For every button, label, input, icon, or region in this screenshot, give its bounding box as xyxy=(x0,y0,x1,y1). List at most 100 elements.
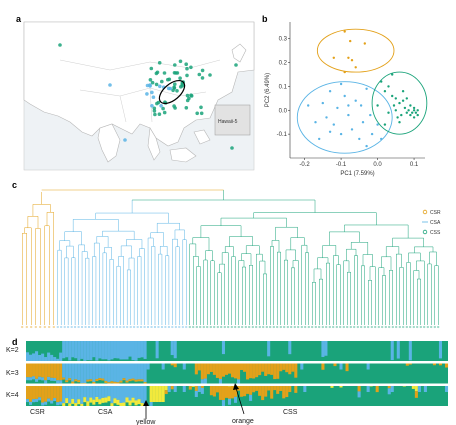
structure-bar-segment xyxy=(324,341,328,356)
structure-bar-segment xyxy=(77,363,81,381)
structure-bar-segment xyxy=(155,386,159,402)
structure-bar-segment xyxy=(197,386,201,392)
panel-b-pca: b -0.2 -0.1 0.0 0.1 -0.1 0.0 0.1 0.2 0.3 PC1 (7.5… xyxy=(262,14,428,177)
pca-point-csa xyxy=(325,116,328,119)
structure-bar-segment xyxy=(104,397,108,403)
structure-bar-segment xyxy=(71,386,75,399)
structure-bar-segment xyxy=(77,341,81,361)
structure-bar-segment xyxy=(80,403,84,406)
structure-bar-segment xyxy=(74,363,78,380)
structure-bar-segment xyxy=(288,363,292,375)
structure-bar-segment xyxy=(41,377,45,381)
pca-point-csa xyxy=(358,137,361,141)
structure-bar-segment xyxy=(224,386,228,398)
structure-bar-segment xyxy=(291,363,295,372)
structure-bar-segment xyxy=(261,363,265,372)
structure-bar-segment xyxy=(387,386,391,389)
structure-bar-segment xyxy=(137,341,141,358)
map-point xyxy=(171,88,175,93)
tree-tip xyxy=(220,326,223,329)
structure-bar-segment xyxy=(29,354,33,361)
structure-bar-segment xyxy=(50,386,54,401)
structure-bar-segment xyxy=(35,386,39,399)
structure-bar-segment xyxy=(417,386,421,392)
structure-bar-segment xyxy=(270,363,274,375)
structure-bar-segment xyxy=(161,363,165,370)
structure-bar-segment xyxy=(122,341,126,360)
structure-bar-segment xyxy=(285,363,289,373)
pca-point-csa xyxy=(361,121,365,124)
structure-bar-segment xyxy=(243,386,247,397)
structure-bar-segment xyxy=(194,386,198,391)
tree-tip xyxy=(237,326,240,329)
annotation-yellow: yellow xyxy=(136,419,156,425)
structure-bar-segment xyxy=(194,390,198,397)
structure-bar-segment xyxy=(44,401,48,405)
map-highlight-ellipse xyxy=(158,79,186,105)
pca-point-csa xyxy=(365,87,368,91)
structure-bar-segment xyxy=(230,386,235,399)
structure-bar-segment xyxy=(140,363,144,380)
structure-bar-segment xyxy=(252,386,256,393)
pca-point-css xyxy=(383,123,387,126)
pca-point-csr xyxy=(350,59,354,62)
map-point xyxy=(123,138,127,142)
structure-bar-segment xyxy=(122,386,126,403)
tree-tip xyxy=(363,326,366,329)
structure-bar-segment xyxy=(116,399,120,405)
tree-tip xyxy=(202,326,205,329)
pca-ellipse-csa xyxy=(296,81,393,154)
structure-bar-segment xyxy=(173,386,177,392)
structure-bar-segment xyxy=(438,341,443,359)
structure-bar-segment xyxy=(41,363,45,378)
structure-bar-segment xyxy=(53,357,57,361)
tree-tip xyxy=(283,326,286,329)
structure-bar-segment xyxy=(44,386,48,402)
pca-point-css xyxy=(407,109,410,112)
structure-bar-segment xyxy=(38,376,42,380)
structure-bar-segment xyxy=(221,386,225,401)
structure-bar-segment xyxy=(125,341,129,360)
tree-tip xyxy=(423,326,426,329)
legend-label-css: CSS xyxy=(430,230,441,236)
group-label-csa: CSA xyxy=(98,409,113,416)
structure-bar-segment xyxy=(300,363,304,370)
pca-x-tick-label: 0.1 xyxy=(410,162,419,168)
structure-bar-segment xyxy=(270,386,274,399)
pca-point-csa xyxy=(370,132,374,136)
panel-c-dendrogram: c CSR CSA CSS xyxy=(12,180,441,329)
map-point xyxy=(148,78,153,82)
structure-bar-segment xyxy=(62,386,66,404)
tree-tip xyxy=(74,326,77,329)
map-point xyxy=(154,82,159,87)
structure-bar-segment xyxy=(249,394,253,401)
structure-bar-segment xyxy=(65,398,69,404)
structure-bar-segment xyxy=(110,381,114,384)
structure-bar-segment xyxy=(62,403,66,406)
map-land xyxy=(23,21,255,163)
map-point xyxy=(173,82,177,86)
structure-bar-segment xyxy=(110,341,114,360)
structure-bar-segment xyxy=(113,363,117,382)
map-point xyxy=(162,110,167,115)
tree-tip xyxy=(426,326,429,329)
structure-bar-segment xyxy=(294,386,298,393)
structure-bar-segment xyxy=(104,380,108,383)
structure-bar-segment xyxy=(29,377,33,381)
structure-bar-segment xyxy=(276,386,280,394)
structure-bar-segment xyxy=(32,399,36,403)
tree-tip xyxy=(126,326,129,329)
structure-bar-segment xyxy=(35,363,39,379)
pca-point-csr xyxy=(347,56,350,59)
tree-tip xyxy=(129,326,132,329)
map-point xyxy=(155,101,159,106)
structure-bar-segment xyxy=(167,386,171,392)
pca-x-tick-label: 0.0 xyxy=(373,162,382,168)
structure-bar-segment xyxy=(44,363,48,381)
pca-point-csa xyxy=(359,104,363,107)
structure-bar-segment xyxy=(113,386,117,399)
tree-tip xyxy=(367,326,370,329)
structure-bar-segment xyxy=(333,363,337,367)
structure-bar-segment xyxy=(68,363,72,379)
tree-tip xyxy=(314,326,317,329)
